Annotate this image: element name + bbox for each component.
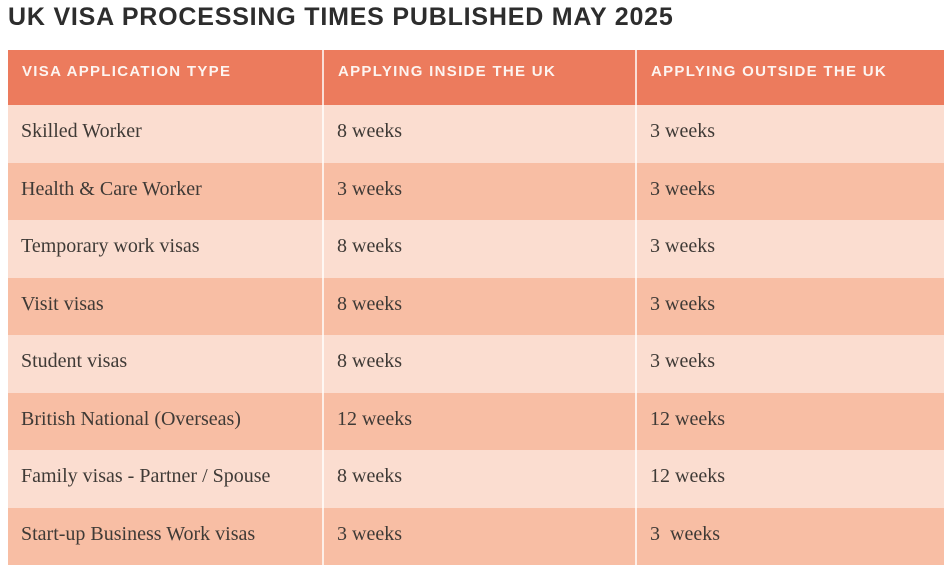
- table-row: British National (Overseas) 12 weeks 12 …: [8, 392, 944, 450]
- page-title: UK VISA PROCESSING TIMES PUBLISHED MAY 2…: [8, 3, 674, 31]
- visa-type-cell: Health & Care Worker: [21, 177, 202, 200]
- outside-uk-cell: 3 weeks: [635, 220, 944, 278]
- table-row: Visit visas 8 weeks 3 weeks: [8, 277, 944, 335]
- inside-uk-cell: 3 weeks: [322, 162, 635, 220]
- table-row: Skilled Worker 8 weeks 3 weeks: [8, 105, 944, 163]
- visa-processing-table: VISA APPLICATION TYPE APPLYING INSIDE TH…: [8, 50, 944, 565]
- outside-uk-cell: 12 weeks: [635, 392, 944, 450]
- outside-uk-cell: 3 weeks: [635, 162, 944, 220]
- table-header-row: VISA APPLICATION TYPE APPLYING INSIDE TH…: [8, 50, 944, 105]
- visa-type-cell: Temporary work visas: [21, 235, 200, 257]
- visa-type-cell: Start-up Business Work visas: [21, 522, 256, 545]
- inside-uk-cell: 8 weeks: [322, 105, 635, 163]
- inside-uk-cell: 8 weeks: [322, 277, 635, 335]
- visa-type-cell: Skilled Worker: [21, 120, 142, 142]
- column-header-applying-inside-uk: APPLYING INSIDE THE UK: [322, 50, 635, 105]
- visa-type-cell: Family visas - Partner / Spouse: [21, 465, 271, 487]
- inside-uk-cell: 8 weeks: [322, 450, 635, 508]
- inside-uk-cell: 3 weeks: [322, 507, 635, 565]
- table-row: Temporary work visas 8 weeks 3 weeks: [8, 220, 944, 278]
- inside-uk-cell: 8 weeks: [322, 335, 635, 393]
- outside-uk-cell: 12 weeks: [635, 450, 944, 508]
- table-row: Student visas 8 weeks 3 weeks: [8, 335, 944, 393]
- table-row: Family visas - Partner / Spouse 8 weeks …: [8, 450, 944, 508]
- visa-type-cell: Visit visas: [21, 292, 104, 315]
- table-row: Start-up Business Work visas 3 weeks 3 w…: [8, 507, 944, 565]
- inside-uk-cell: 12 weeks: [322, 392, 635, 450]
- outside-uk-cell: 3 weeks: [635, 335, 944, 393]
- outside-uk-cell: 3 weeks: [635, 105, 944, 163]
- column-header-applying-outside-uk: APPLYING OUTSIDE THE UK: [635, 50, 944, 105]
- outside-uk-cell: 3 weeks: [635, 507, 944, 565]
- visa-type-cell: British National (Overseas): [21, 407, 241, 430]
- outside-uk-cell: 3 weeks: [635, 277, 944, 335]
- visa-type-cell: Student visas: [21, 350, 128, 372]
- table-row: Health & Care Worker 3 weeks 3 weeks: [8, 162, 944, 220]
- column-header-visa-application-type: VISA APPLICATION TYPE: [22, 63, 232, 80]
- inside-uk-cell: 8 weeks: [322, 220, 635, 278]
